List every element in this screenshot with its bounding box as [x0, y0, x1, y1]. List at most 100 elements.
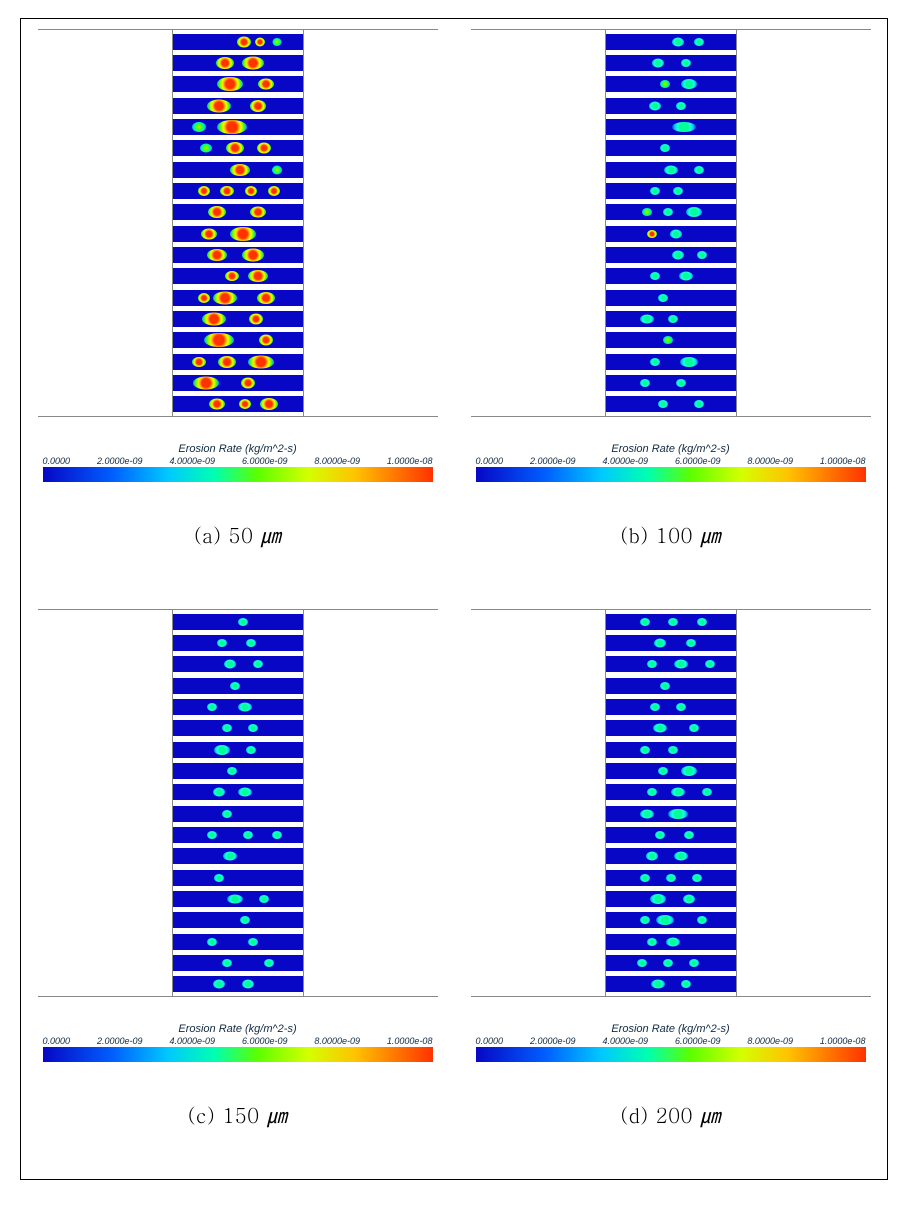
heat-bar: [173, 720, 303, 736]
heat-bar: [173, 656, 303, 672]
erosion-spot: [258, 79, 274, 90]
heat-bar: [173, 763, 303, 779]
erosion-spot: [650, 894, 666, 904]
erosion-spot: [268, 186, 280, 196]
erosion-spot: [676, 379, 686, 387]
erosion-spot: [668, 618, 678, 626]
colorbar-gradient: [476, 467, 866, 482]
erosion-spot: [640, 314, 654, 323]
colorbar-tick: 4.0000e-09: [602, 456, 648, 466]
erosion-spot: [204, 333, 234, 347]
erosion-spot: [650, 187, 660, 195]
erosion-spot: [200, 144, 212, 153]
erosion-spot: [217, 120, 247, 134]
erosion-spot: [694, 38, 704, 46]
erosion-spot: [248, 724, 258, 732]
caption-text: (b) 100: [620, 520, 700, 549]
erosion-spot: [674, 852, 688, 861]
heat-bar: [606, 140, 736, 156]
erosion-spot: [242, 980, 254, 989]
subcaption-c: (c) 150 ㎛: [188, 1100, 287, 1129]
erosion-spot: [250, 207, 266, 218]
caption-unit: ㎛: [267, 1106, 288, 1128]
erosion-spot: [640, 874, 650, 882]
heat-bar: [173, 934, 303, 950]
colorbar-tick: 1.0000e-08: [387, 456, 433, 466]
heat-bar: [173, 140, 303, 156]
subcaption-d: (d) 200 ㎛: [620, 1100, 720, 1129]
colorbar-tick: 4.0000e-09: [602, 1036, 648, 1046]
erosion-spot: [681, 980, 691, 988]
heat-bar: [606, 763, 736, 779]
erosion-spot: [238, 788, 252, 797]
erosion-spot: [654, 638, 666, 647]
heat-bar: [173, 635, 303, 651]
erosion-spot: [218, 356, 236, 368]
colorbar-gradient: [43, 1047, 433, 1062]
heat-bar: [606, 290, 736, 306]
colorbar-tick: 1.0000e-08: [820, 1036, 866, 1046]
colorbar: Erosion Rate (kg/m^2-s)0.00002.0000e-094…: [38, 443, 438, 482]
erosion-spot: [689, 959, 699, 967]
erosion-spot: [192, 357, 206, 367]
colorbar-title: Erosion Rate (kg/m^2-s): [611, 1023, 729, 1035]
colorbar-title: Erosion Rate (kg/m^2-s): [178, 443, 296, 455]
erosion-spot: [202, 312, 226, 325]
erosion-spot: [705, 660, 715, 668]
erosion-spot: [213, 788, 225, 797]
erosion-spot: [640, 379, 650, 387]
erosion-spot: [656, 915, 674, 925]
erosion-spot: [666, 874, 676, 882]
erosion-spot: [272, 38, 281, 46]
heat-bar: [606, 635, 736, 651]
erosion-spot: [666, 937, 680, 946]
erosion-spot: [239, 399, 251, 409]
colorbar-tick: 4.0000e-09: [169, 1036, 215, 1046]
heat-bar: [606, 656, 736, 672]
erosion-contour-b: [471, 29, 871, 417]
heat-bar: [606, 332, 736, 348]
erosion-spot: [680, 357, 698, 367]
erosion-spot: [217, 77, 243, 91]
erosion-spot: [213, 980, 225, 989]
erosion-spot: [647, 230, 657, 238]
erosion-spot: [689, 724, 699, 732]
erosion-spot: [672, 250, 684, 259]
colorbar-gradient: [43, 467, 433, 482]
erosion-spot: [637, 959, 647, 967]
colorbar: Erosion Rate (kg/m^2-s)0.00002.0000e-094…: [38, 1023, 438, 1062]
heat-bar: [173, 354, 303, 370]
heat-bar: [173, 290, 303, 306]
heat-bar: [173, 699, 303, 715]
erosion-contour-d: [471, 609, 871, 997]
erosion-spot: [246, 639, 256, 647]
erosion-spot: [227, 894, 243, 903]
figure-grid: Erosion Rate (kg/m^2-s)0.00002.0000e-094…: [20, 18, 888, 1180]
erosion-spot: [668, 315, 678, 323]
erosion-spot: [193, 376, 219, 389]
erosion-spot: [660, 144, 670, 152]
erosion-spot: [681, 59, 691, 67]
heat-bar: [606, 678, 736, 694]
erosion-spot: [673, 187, 683, 195]
erosion-spot: [226, 142, 244, 154]
heat-bar: [173, 268, 303, 284]
erosion-spot: [272, 831, 282, 839]
colorbar-ticks: 0.00002.0000e-094.0000e-096.0000e-098.00…: [476, 456, 866, 466]
heat-bar: [173, 162, 303, 178]
heat-bar: [173, 311, 303, 327]
erosion-spot: [672, 122, 696, 132]
colorbar-tick: 4.0000e-09: [169, 456, 215, 466]
heat-bar: [173, 34, 303, 50]
erosion-spot: [260, 398, 278, 410]
erosion-spot: [201, 228, 217, 239]
erosion-spot: [640, 809, 654, 818]
erosion-spot: [259, 895, 269, 903]
erosion-spot: [222, 959, 232, 967]
colorbar-tick: 6.0000e-09: [675, 456, 721, 466]
colorbar-tick: 6.0000e-09: [242, 1036, 288, 1046]
erosion-spot: [663, 336, 673, 344]
heat-bar: [173, 614, 303, 630]
erosion-spot: [651, 980, 665, 989]
erosion-spot: [686, 207, 702, 217]
